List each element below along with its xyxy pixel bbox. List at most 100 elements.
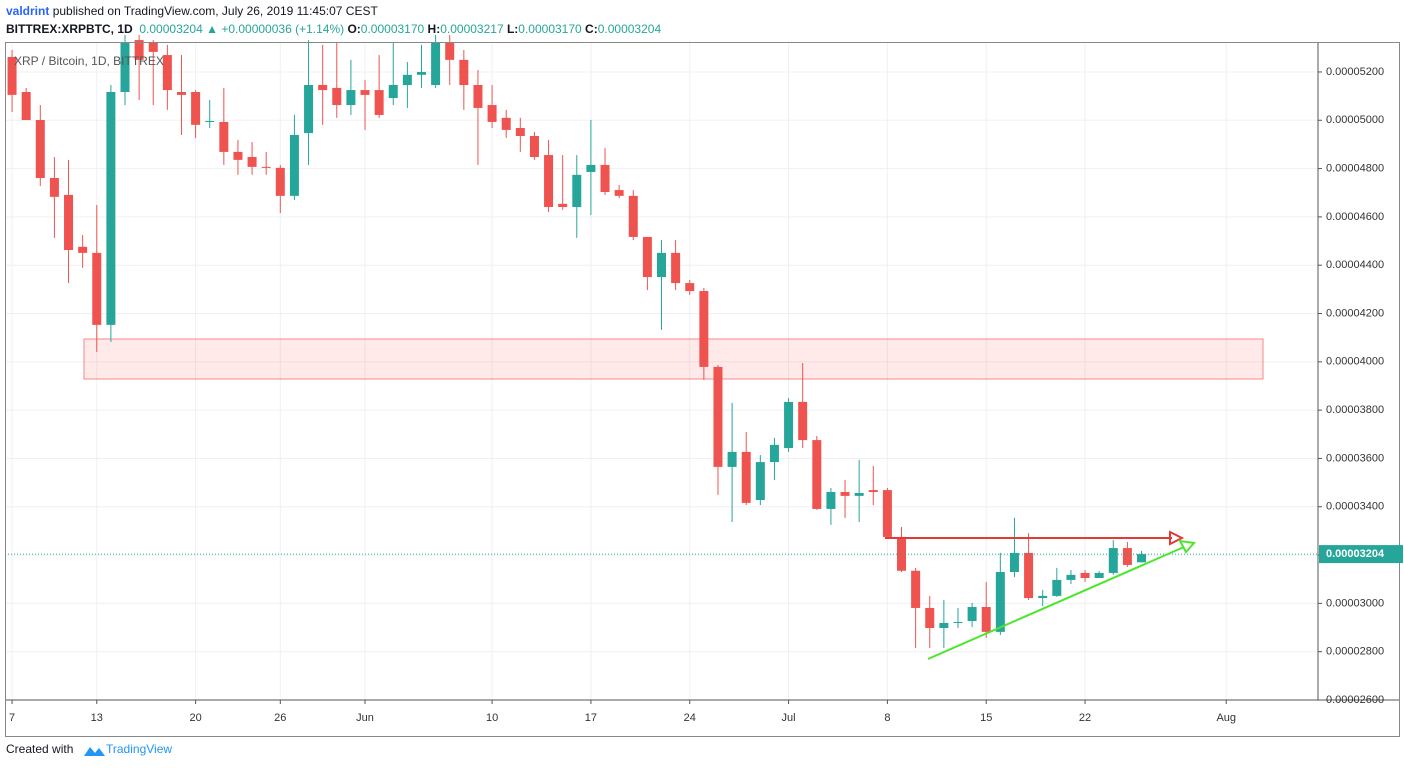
x-tick-label: 24 <box>684 712 696 724</box>
candle-body <box>402 74 412 85</box>
candle-body <box>1052 579 1062 596</box>
candle-body <box>120 42 130 93</box>
y-tick-label: 0.00004000 <box>1326 356 1384 368</box>
candle-body <box>685 283 695 292</box>
candle-body <box>92 252 102 325</box>
candle-body <box>501 117 511 130</box>
candle-body <box>78 246 88 253</box>
candle-body <box>191 92 201 125</box>
candle-body <box>233 151 243 160</box>
candle-body <box>1009 552 1019 572</box>
y-tick-label: 0.00002600 <box>1326 694 1384 706</box>
candle-body <box>261 166 271 168</box>
support-arrow <box>1178 539 1196 554</box>
up-arrow: ▲ <box>206 22 218 36</box>
candle-body <box>939 622 949 629</box>
low: 0.00003170 <box>518 22 582 36</box>
last-price-label: 0.00003204 <box>1326 548 1385 560</box>
candle-body <box>473 84 483 108</box>
last-price-box <box>1319 545 1403 564</box>
candle-body <box>544 155 554 207</box>
candle-body <box>388 84 398 99</box>
candle-body <box>332 87 342 106</box>
candle-body <box>487 105 497 122</box>
candle-body <box>35 120 45 178</box>
candle-body <box>727 451 737 467</box>
candle-body <box>854 492 864 496</box>
legend: XRP / Bitcoin, 1D, BITTREX <box>14 54 164 68</box>
logo <box>84 747 105 756</box>
symbol-line: BITTREX:XRPBTC, 1D 0.00003204 ▲ +0.00000… <box>6 22 661 36</box>
y-tick-label: 0.00004400 <box>1326 259 1384 271</box>
candle-body <box>798 401 808 441</box>
high: 0.00003217 <box>440 22 504 36</box>
high-label: H: <box>427 22 441 36</box>
y-tick-label: 0.00005000 <box>1326 114 1384 126</box>
close: 0.00003204 <box>597 22 662 36</box>
candle-body <box>431 42 441 85</box>
candle-body <box>21 92 31 121</box>
candle-body <box>148 42 158 52</box>
candle-body <box>318 84 328 91</box>
candle-body <box>840 492 850 496</box>
x-tick-label: 22 <box>1079 712 1091 724</box>
x-tick-label: 8 <box>884 712 890 724</box>
y-tick-label: 0.00004200 <box>1326 307 1384 319</box>
candle-body <box>741 451 751 503</box>
candle-body <box>995 571 1005 632</box>
candle-body <box>967 607 977 622</box>
candle-body <box>134 40 144 60</box>
open-label: O: <box>347 22 361 36</box>
candle-body <box>374 90 384 115</box>
y-tick-label: 0.00003000 <box>1326 597 1384 609</box>
change: +0.00000036 (+1.14%) <box>221 22 345 36</box>
publish-line: valdrint published on TradingView.com, J… <box>6 4 378 18</box>
x-tick-label: 13 <box>91 712 103 724</box>
y-tick-label: 0.00005200 <box>1326 66 1384 78</box>
x-tick-label: Jul <box>782 712 796 724</box>
candle-body <box>49 177 59 197</box>
candle-body <box>162 55 172 91</box>
candle-body <box>346 90 356 106</box>
candle-body <box>911 570 921 608</box>
candle-body <box>953 621 963 623</box>
candle-body <box>981 607 991 632</box>
y-tick-label: 0.00003800 <box>1326 404 1384 416</box>
last: 0.00003204 <box>139 22 203 36</box>
candle-body <box>769 444 779 463</box>
x-tick-label: 26 <box>274 712 286 724</box>
candle-body <box>826 492 836 509</box>
candle-body <box>64 194 74 250</box>
candle-body <box>1137 554 1147 563</box>
candle-body <box>699 291 709 367</box>
candle-body <box>713 366 723 467</box>
candle-body <box>360 90 370 95</box>
x-tick-label: 15 <box>980 712 992 724</box>
frame <box>5 42 1400 737</box>
candles-layer <box>5 34 1318 649</box>
zone <box>83 338 1264 380</box>
x-tick-label: Aug <box>1216 712 1236 724</box>
candle-body <box>1108 548 1118 573</box>
candle-body <box>642 236 652 278</box>
candle-body <box>882 490 892 537</box>
candle-body <box>628 195 638 237</box>
y-tick-label: 0.00003600 <box>1326 452 1384 464</box>
candle-body <box>572 174 582 207</box>
candle-body <box>289 134 299 196</box>
candle-body <box>1038 595 1048 599</box>
candle-body <box>515 127 525 136</box>
candle-body <box>897 536 907 571</box>
candle-body <box>304 84 314 134</box>
candle-body <box>868 490 878 493</box>
candle-body <box>275 167 285 196</box>
published: published on TradingView.com, July 26, 2… <box>52 4 378 18</box>
x-tick-label: 10 <box>486 712 498 724</box>
candle-body <box>784 401 794 449</box>
candle-body <box>176 92 186 95</box>
symbol: BITTREX:XRPBTC, 1D <box>6 22 133 36</box>
axes-layer: 0.000026000.000028000.000030000.00003200… <box>9 66 1403 724</box>
candle-body <box>247 156 257 167</box>
